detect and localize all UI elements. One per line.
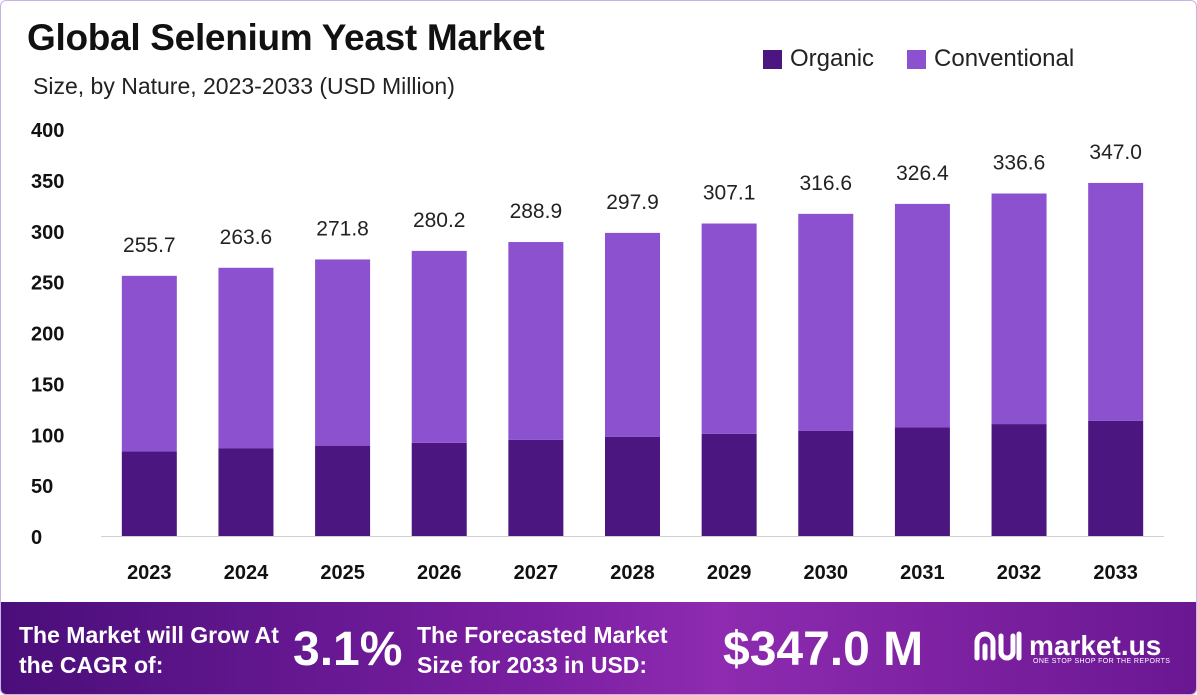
- x-tick-label-2029: 2029: [707, 562, 752, 584]
- bar-conventional-2033: [1088, 182, 1144, 421]
- bar-organic-2027: [508, 439, 564, 536]
- bar-conventional-2023: [121, 275, 177, 452]
- cagr-value: 3.1%: [293, 623, 403, 676]
- y-tick-label: 350: [31, 171, 64, 193]
- x-tick-label-2023: 2023: [127, 562, 172, 584]
- bar-organic-2029: [701, 433, 757, 536]
- bar-conventional-2030: [798, 213, 854, 431]
- bar-organic-2023: [121, 451, 177, 536]
- bar-conventional-2025: [315, 259, 371, 446]
- x-tick-label-2028: 2028: [610, 562, 655, 584]
- total-label-2033: 347.0: [1089, 141, 1142, 164]
- x-tick-label-2033: 2033: [1093, 562, 1138, 584]
- bar-conventional-2024: [218, 267, 274, 449]
- total-label-2026: 280.2: [413, 209, 466, 232]
- market-us-logo-icon: [974, 631, 1022, 661]
- chart-legend: Organic Conventional: [763, 45, 1107, 73]
- bar-organic-2028: [605, 436, 660, 536]
- forecast-label: The Forecasted Market Size for 2033 in U…: [417, 622, 668, 678]
- bar-conventional-2027: [508, 242, 564, 440]
- bar-organic-2024: [218, 448, 274, 536]
- chart-title: Global Selenium Yeast Market: [27, 17, 545, 58]
- brand-logo[interactable]: market.us ONE STOP SHOP FOR THE REPORTS: [971, 628, 1170, 665]
- bar-organic-2031: [894, 427, 950, 536]
- bar-chart: 0 50 100 150 200 250 300 350 400 255.7 2023 263.6 20…: [31, 120, 1164, 584]
- bar-conventional-2028: [605, 232, 660, 437]
- legend-swatch-organic: [763, 49, 782, 69]
- chart-subtitle: Size, by Nature, 2023-2033 (USD Million): [33, 73, 455, 99]
- legend-item-conventional: Conventional: [907, 45, 1074, 73]
- cagr-label: The Market will Grow At the CAGR of:: [19, 622, 279, 678]
- x-tick-label-2030: 2030: [804, 562, 849, 584]
- bar-conventional-2032: [991, 193, 1047, 425]
- brand-tagline: ONE STOP SHOP FOR THE REPORTS: [1033, 658, 1171, 665]
- y-tick-label: 50: [31, 476, 53, 498]
- legend-item-organic: Organic: [763, 45, 874, 73]
- x-tick-label-2031: 2031: [900, 562, 945, 584]
- footer-banner: The Market will Grow At the CAGR of: 3.1…: [1, 602, 1196, 694]
- legend-label-organic: Organic: [790, 45, 875, 72]
- x-tick-label-2025: 2025: [320, 562, 365, 584]
- total-label-2027: 288.9: [510, 200, 563, 223]
- total-label-2023: 255.7: [123, 234, 176, 257]
- y-tick-label: 250: [31, 273, 64, 295]
- bar-organic-2030: [798, 430, 854, 536]
- bar-conventional-2026: [411, 250, 467, 443]
- bar-organic-2032: [991, 424, 1047, 536]
- bar-organic-2025: [315, 445, 371, 536]
- forecast-value: $347.0 M: [723, 623, 924, 676]
- bar-organic-2026: [411, 442, 467, 536]
- x-tick-label-2027: 2027: [514, 562, 559, 584]
- y-tick-label: 200: [31, 324, 64, 346]
- bar-conventional-2031: [894, 203, 950, 428]
- total-label-2031: 326.4: [896, 162, 949, 185]
- y-tick-label: 100: [31, 425, 64, 447]
- total-label-2030: 316.6: [799, 172, 852, 195]
- bar-organic-2033: [1088, 420, 1144, 536]
- legend-swatch-conventional: [907, 49, 927, 69]
- total-label-2025: 271.8: [316, 217, 369, 240]
- y-tick-label: 0: [31, 527, 42, 549]
- total-label-2032: 336.6: [993, 152, 1046, 175]
- y-tick-label: 400: [31, 120, 64, 142]
- total-label-2029: 307.1: [703, 182, 756, 205]
- bar-conventional-2029: [701, 223, 757, 434]
- brand-name: market.us: [1029, 630, 1162, 661]
- x-tick-label-2024: 2024: [224, 562, 269, 584]
- y-tick-label: 150: [31, 374, 64, 396]
- y-tick-label: 300: [31, 222, 64, 244]
- legend-label-conventional: Conventional: [934, 45, 1075, 72]
- total-label-2024: 263.6: [220, 226, 273, 249]
- total-label-2028: 297.9: [606, 191, 659, 214]
- x-tick-label-2026: 2026: [417, 562, 462, 584]
- x-tick-label-2032: 2032: [997, 562, 1042, 584]
